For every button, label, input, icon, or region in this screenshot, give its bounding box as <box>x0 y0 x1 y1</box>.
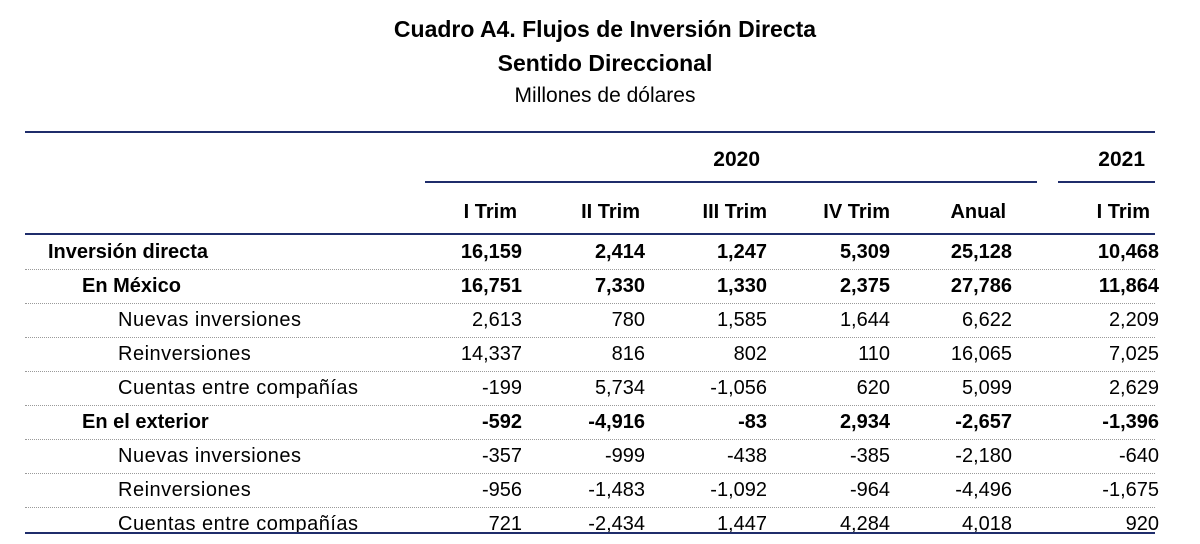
cell-2020-ii-trim: 7,330 <box>594 275 645 297</box>
year-2021-header: 2021 <box>1098 148 1145 171</box>
row-label: Nuevas inversiones <box>118 445 302 467</box>
cell-2020-iv-trim: 620 <box>856 377 890 399</box>
cell-2020-i-trim: -357 <box>481 445 522 467</box>
cell-2021-i-trim: 2,629 <box>1108 377 1159 399</box>
cell-2020-iii-trim: 1,330 <box>716 275 767 297</box>
row-label: Cuentas entre compañías <box>118 377 359 399</box>
cell-2021-i-trim: 11,864 <box>1098 275 1159 297</box>
table-row: Nuevas inversiones 2,613 780 1,585 1,644… <box>25 304 1159 338</box>
column-header-2020-iv-trim: IV Trim <box>823 201 890 223</box>
cell-2020-i-trim: -199 <box>481 377 522 399</box>
cell-2020-anual: 16,065 <box>950 343 1012 365</box>
cell-2020-iii-trim: 1,247 <box>716 241 767 263</box>
table-subtitle: Sentido Direccional <box>497 50 713 76</box>
table-units: Millones de dólares <box>514 84 696 107</box>
column-header-2020-i-trim: I Trim <box>463 201 517 223</box>
cell-2021-i-trim: 7,025 <box>1108 343 1159 365</box>
cell-2020-iii-trim: -438 <box>726 445 767 467</box>
column-header-2021-i-trim: I Trim <box>1096 201 1150 223</box>
cell-2020-i-trim: 14,337 <box>460 343 522 365</box>
table-title-block: Cuadro A4. Flujos de Inversión Directa S… <box>0 12 1200 112</box>
cell-2020-iv-trim: 110 <box>858 343 890 365</box>
cell-2020-i-trim: 721 <box>488 513 522 535</box>
cell-2020-iv-trim: -964 <box>849 479 890 501</box>
row-label: En el exterior <box>82 411 209 433</box>
cell-2021-i-trim: -1,396 <box>1102 411 1159 433</box>
cell-2020-iii-trim: -83 <box>738 411 767 433</box>
table-row: Cuentas entre compañías -199 5,734 -1,05… <box>25 372 1159 406</box>
cell-2020-i-trim: -956 <box>481 479 522 501</box>
column-header-2020-ii-trim: II Trim <box>581 201 640 223</box>
cell-2021-i-trim: -640 <box>1118 445 1159 467</box>
column-header-2020-iii-trim: III Trim <box>702 201 767 223</box>
year-2021-rule <box>1058 181 1155 183</box>
cell-2020-i-trim: -592 <box>481 411 522 433</box>
cell-2020-iii-trim: 802 <box>733 343 767 365</box>
cell-2020-iii-trim: 1,585 <box>716 309 767 331</box>
cell-2020-anual: -2,180 <box>955 445 1012 467</box>
table-row: Inversión directa 16,159 2,414 1,247 5,3… <box>25 236 1159 270</box>
table-title: Cuadro A4. Flujos de Inversión Directa <box>393 16 817 42</box>
cell-2020-ii-trim: -4,916 <box>588 411 645 433</box>
cell-2020-ii-trim: -1,483 <box>588 479 645 501</box>
cell-2020-ii-trim: -2,434 <box>588 513 645 535</box>
table-row: En el exterior -592 -4,916 -83 2,934 -2,… <box>25 406 1159 440</box>
table-row: Reinversiones -956 -1,483 -1,092 -964 -4… <box>25 474 1159 508</box>
cell-2020-iii-trim: -1,092 <box>710 479 767 501</box>
table-row: En México 16,751 7,330 1,330 2,375 27,78… <box>25 270 1159 304</box>
cell-2020-iv-trim: 4,284 <box>839 513 890 535</box>
cell-2020-iv-trim: 1,644 <box>839 309 890 331</box>
table-row: Reinversiones 14,337 816 802 110 16,065 … <box>25 338 1159 372</box>
row-label: Reinversiones <box>118 343 252 365</box>
cell-2020-anual: 25,128 <box>950 241 1012 263</box>
cell-2020-ii-trim: 816 <box>611 343 645 365</box>
cell-2020-anual: 4,018 <box>961 513 1012 535</box>
cell-2021-i-trim: -1,675 <box>1102 479 1159 501</box>
cell-2020-i-trim: 2,613 <box>471 309 522 331</box>
cell-2020-iii-trim: 1,447 <box>716 513 767 535</box>
row-label: En México <box>82 275 181 297</box>
year-2020-rule <box>425 181 1037 183</box>
cell-2020-iv-trim: 2,934 <box>839 411 890 433</box>
cell-2020-anual: -2,657 <box>955 411 1012 433</box>
cell-2020-i-trim: 16,751 <box>460 275 522 297</box>
cell-2021-i-trim: 10,468 <box>1097 241 1159 263</box>
top-rule <box>25 131 1155 133</box>
cell-2021-i-trim: 920 <box>1125 513 1159 535</box>
table-row: Cuentas entre compañías 721 -2,434 1,447… <box>25 508 1159 541</box>
row-label: Inversión directa <box>48 241 209 263</box>
cell-2020-anual: -4,496 <box>955 479 1012 501</box>
row-label: Reinversiones <box>118 479 252 501</box>
cell-2020-ii-trim: 5,734 <box>594 377 645 399</box>
cell-2020-iii-trim: -1,056 <box>710 377 767 399</box>
year-2020-header: 2020 <box>713 148 760 171</box>
cell-2021-i-trim: 2,209 <box>1108 309 1159 331</box>
bottom-rule <box>25 532 1155 534</box>
header-rule <box>25 233 1155 235</box>
column-header-2020-anual: Anual <box>950 201 1006 223</box>
cell-2020-ii-trim: 780 <box>611 309 645 331</box>
table-row: Nuevas inversiones -357 -999 -438 -385 -… <box>25 440 1159 474</box>
cell-2020-i-trim: 16,159 <box>460 241 522 263</box>
cell-2020-anual: 6,622 <box>961 309 1012 331</box>
cell-2020-ii-trim: 2,414 <box>594 241 645 263</box>
cell-2020-iv-trim: -385 <box>849 445 890 467</box>
table-body: Inversión directa 16,159 2,414 1,247 5,3… <box>25 236 1159 541</box>
cell-2020-anual: 5,099 <box>961 377 1012 399</box>
cell-2020-ii-trim: -999 <box>604 445 645 467</box>
cell-2020-anual: 27,786 <box>950 275 1012 297</box>
cell-2020-iv-trim: 5,309 <box>839 241 890 263</box>
row-label: Cuentas entre compañías <box>118 513 359 535</box>
row-label: Nuevas inversiones <box>118 309 302 331</box>
cell-2020-iv-trim: 2,375 <box>839 275 890 297</box>
